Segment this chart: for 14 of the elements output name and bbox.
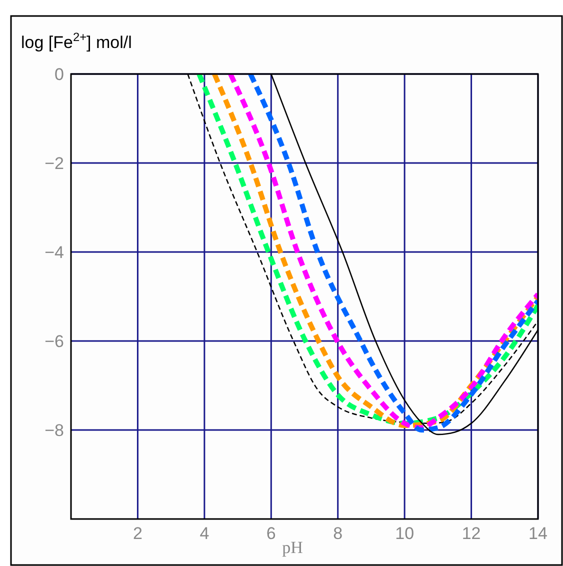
y-tick-label: −2: [44, 154, 64, 173]
x-axis-title: pH: [282, 538, 303, 557]
x-tick-label: 6: [266, 524, 276, 543]
y-tick-label: −8: [44, 421, 64, 440]
x-tick-label: 10: [395, 524, 414, 543]
y-tick-label: 0: [54, 65, 64, 84]
x-tick-label: 12: [462, 524, 481, 543]
y-tick-label: −6: [44, 332, 64, 351]
y-axis-title: log [Fe$^{2+}$] mol/l: [21, 30, 132, 52]
x-tick-label: 2: [132, 524, 142, 543]
x-tick-label: 8: [333, 524, 343, 543]
x-tick-label: 4: [200, 524, 210, 543]
y-tick-label: −4: [44, 243, 64, 262]
x-tick-label: 14: [528, 524, 548, 543]
